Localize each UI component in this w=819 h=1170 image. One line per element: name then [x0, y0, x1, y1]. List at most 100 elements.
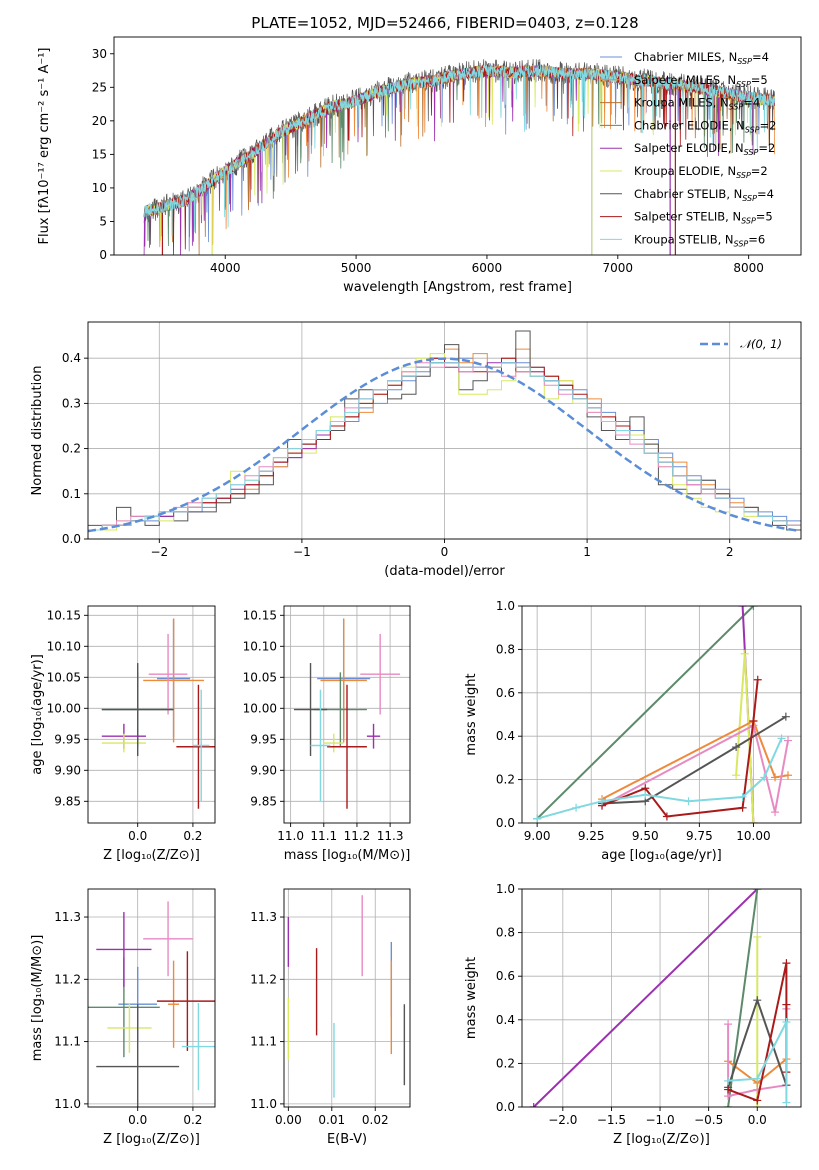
- mass-weight-marker: [738, 792, 747, 801]
- mass-weight-marker: [738, 606, 747, 610]
- x-tick-label: −2: [150, 545, 168, 559]
- y-tick-label: 0.2: [62, 442, 81, 456]
- y-tick-label: 10.15: [47, 608, 81, 622]
- mass-weight-line: [601, 679, 759, 818]
- plot-area: [101, 618, 215, 809]
- x-tick-label: 0: [441, 545, 449, 559]
- x-tick-label: 4000: [210, 261, 241, 275]
- axes-frame: [87, 888, 216, 1108]
- y-tick-label: 9.90: [250, 763, 277, 777]
- x-tick-label: 9.50: [632, 829, 659, 843]
- mass-weight-marker: [598, 797, 607, 806]
- mass-weight-marker: [753, 1074, 762, 1083]
- mass-weight-marker: [782, 959, 791, 968]
- x-axis-label: (data-model)/error: [384, 564, 505, 579]
- mass-weight-marker: [572, 803, 581, 812]
- y-tick-label: 9.95: [54, 732, 81, 746]
- x-tick-label: 0.2: [183, 1113, 202, 1127]
- charts-layer: 4000 5000 6000 7000 8000051015202530waveleng…: [30, 36, 802, 1147]
- axes-frame: [521, 605, 802, 824]
- mass-weight-marker: [749, 606, 758, 610]
- mass-weight-marker: [753, 996, 762, 1005]
- x-tick-label: 11.0: [277, 829, 304, 843]
- x-tick-label: −0.5: [694, 1113, 723, 1127]
- x-axis-label: Z [log₁₀(Z/Z⊙)]: [613, 1132, 710, 1147]
- x-tick-label: 9.25: [578, 829, 605, 843]
- x-tick-label: 0.0: [128, 829, 147, 843]
- mass-weight-marker: [753, 1096, 762, 1105]
- mass-weight-marker: [782, 1098, 791, 1107]
- x-tick-label: 7000: [603, 261, 634, 275]
- mass-weight-marker: [784, 736, 793, 745]
- normal-curve: [88, 357, 799, 533]
- y-tick-label: 1.0: [496, 882, 515, 896]
- mass-weight-marker: [529, 1103, 538, 1107]
- mass-weight-marker: [753, 889, 762, 893]
- mass-weight-line: [601, 723, 789, 813]
- legend-entry: Chabrier STELIB, NSSP=4: [634, 187, 774, 203]
- y-tick-label: 0.2: [496, 773, 515, 787]
- y-tick-label: 25: [92, 80, 107, 94]
- y-tick-label: 0.0: [62, 532, 81, 546]
- mass-weight-marker: [740, 649, 749, 658]
- legend-entry: Kroupa STELIB, NSSP=6: [634, 232, 765, 248]
- chart-spectrum: 4000 5000 6000 7000 8000 0 5 10 15 20 25 30 waveleng…: [37, 36, 802, 295]
- x-tick-label: 6000: [472, 261, 503, 275]
- plot-area: [293, 618, 401, 809]
- x-tick-label: −1: [293, 545, 311, 559]
- y-axis-label: mass weight: [464, 673, 479, 755]
- y-tick-label: 0.0: [496, 816, 515, 830]
- mass-weight-marker: [781, 712, 790, 721]
- y-tick-label: 10.15: [243, 608, 277, 622]
- mass-weight-line: [601, 715, 787, 805]
- axes-frame: [521, 888, 802, 1108]
- y-tick-label: 11.0: [250, 1097, 277, 1111]
- y-axis-label: Normed distribution: [30, 366, 45, 496]
- y-axis-label: age [log₁₀(age/yr)]: [30, 654, 45, 775]
- y-tick-label: 0.8: [496, 926, 515, 940]
- y-tick-label: 0.0: [496, 1100, 515, 1114]
- y-tick-label: 11.1: [54, 1035, 81, 1049]
- chart-residuals: −2 −1 0 1 2 0.0 0.1 0.2 0.3 0.4 (data-model)/error…: [30, 321, 802, 579]
- plot-area: [287, 895, 406, 1098]
- x-axis-label: wavelength [Angstrom, rest frame]: [343, 280, 572, 295]
- histogram-step: [88, 330, 801, 531]
- mass-weight-marker: [749, 717, 758, 726]
- legend-entry: Kroupa ELODIE, NSSP=2: [634, 164, 768, 180]
- chart-mass-vs-Z: 0.0 0.2 11.0 11.1 11.2 11.3 Z [log₁₀(Z/Z⊙)] mas…: [30, 888, 216, 1147]
- y-axis-label: mass [log₁₀(M/M⊙)]: [30, 935, 45, 1062]
- spectrum-series-line: [143, 64, 775, 236]
- axes-frame: [87, 605, 216, 824]
- y-tick-label: 10: [92, 181, 107, 195]
- y-tick-label: 10.10: [47, 639, 81, 653]
- x-tick-label: 5000: [341, 261, 372, 275]
- y-tick-label: 10.10: [243, 639, 277, 653]
- y-tick-label: 11.1: [250, 1035, 277, 1049]
- mass-weight-marker: [771, 808, 780, 817]
- legend-entry: Salpeter STELIB, NSSP=5: [634, 210, 773, 226]
- y-tick-label: 20: [92, 114, 107, 128]
- plot-area: [143, 59, 775, 255]
- x-tick-label: 0.2: [183, 829, 202, 843]
- mass-weight-marker: [753, 675, 762, 684]
- y-tick-label: 11.0: [54, 1097, 81, 1111]
- y-tick-label: 0.2: [496, 1056, 515, 1070]
- chart-age-vs-Z: 0.0 0.2 9.85 9.90 9.95 10.00 10.05 10.10 10.15 Z …: [30, 605, 216, 863]
- x-axis-label: mass [log₁₀(M/M⊙)]: [284, 848, 411, 863]
- x-tick-label: 0.02: [362, 1113, 389, 1127]
- y-tick-label: 0.1: [62, 487, 81, 501]
- y-tick-label: 9.90: [54, 763, 81, 777]
- x-tick-label: 1: [583, 545, 591, 559]
- y-tick-label: 10.05: [243, 670, 277, 684]
- plot-area: [529, 889, 791, 1107]
- y-tick-label: 9.95: [250, 732, 277, 746]
- y-tick-label: 1.0: [496, 599, 515, 613]
- mass-weight-line: [533, 889, 758, 1107]
- y-tick-label: 11.2: [250, 972, 277, 986]
- axes-frame: [87, 321, 802, 540]
- y-tick-label: 9.85: [250, 794, 277, 808]
- mass-weight-marker: [732, 771, 741, 780]
- mass-weight-marker: [662, 812, 671, 821]
- y-tick-label: 10.05: [47, 670, 81, 684]
- y-tick-label: 0.4: [496, 1013, 515, 1027]
